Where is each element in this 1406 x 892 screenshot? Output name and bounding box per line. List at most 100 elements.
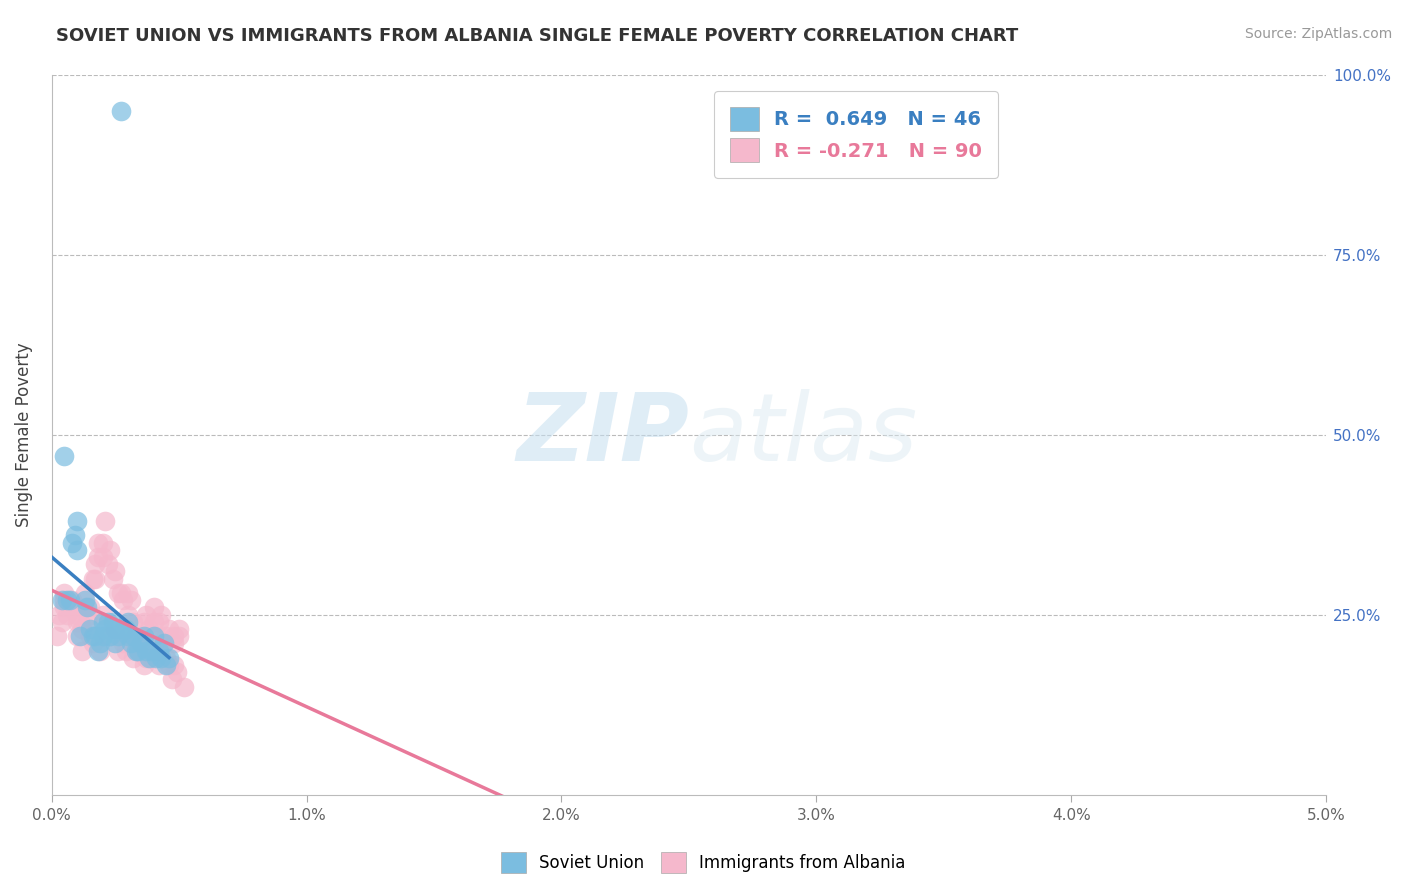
Point [120, 593, 142, 607]
Point [86, 549, 108, 564]
Point [148, 643, 170, 657]
Point [142, 650, 165, 665]
Point [135, 650, 157, 665]
Point [160, 673, 183, 687]
Point [117, 607, 139, 622]
Point [94, 514, 117, 528]
Point [66, 607, 89, 622]
Point [73, 593, 96, 607]
Point [141, 650, 163, 665]
Point [53, 593, 76, 607]
Text: SOVIET UNION VS IMMIGRANTS FROM ALBANIA SINGLE FEMALE POVERTY CORRELATION CHART: SOVIET UNION VS IMMIGRANTS FROM ALBANIA … [56, 27, 1018, 45]
Point [157, 657, 180, 672]
Point [114, 622, 136, 636]
Point [122, 615, 145, 629]
Point [66, 514, 89, 528]
Point [98, 542, 121, 557]
Point [91, 615, 114, 629]
Point [45, 629, 67, 643]
Point [117, 629, 139, 643]
Point [153, 636, 176, 650]
Point [79, 629, 101, 643]
Point [73, 586, 96, 600]
Point [97, 615, 120, 629]
Point [66, 629, 89, 643]
Point [141, 643, 163, 657]
Point [135, 607, 157, 622]
Point [53, 586, 76, 600]
Point [112, 622, 135, 636]
Point [138, 643, 160, 657]
Point [117, 629, 139, 643]
Point [163, 629, 186, 643]
Point [145, 650, 167, 665]
Point [155, 657, 177, 672]
Point [104, 636, 127, 650]
Point [122, 629, 145, 643]
Point [84, 557, 107, 571]
Point [163, 636, 186, 650]
Point [150, 650, 173, 665]
Point [148, 657, 170, 672]
Point [114, 643, 136, 657]
Point [60, 593, 83, 607]
Point [79, 600, 101, 615]
Point [60, 535, 83, 549]
Point [127, 643, 149, 657]
Point [76, 600, 98, 615]
Point [84, 572, 107, 586]
Point [79, 607, 101, 622]
Point [97, 557, 120, 571]
Point [53, 600, 76, 615]
Point [51, 593, 73, 607]
Point [145, 629, 167, 643]
Point [91, 629, 114, 643]
Point [132, 615, 155, 629]
Point [138, 650, 160, 665]
Point [56, 593, 79, 607]
Point [167, 629, 190, 643]
Y-axis label: Single Female Poverty: Single Female Poverty [15, 343, 32, 527]
Point [82, 572, 104, 586]
Point [76, 615, 98, 629]
Text: atlas: atlas [689, 389, 917, 480]
Point [101, 615, 124, 629]
Point [82, 629, 104, 643]
Point [98, 629, 121, 643]
Point [129, 629, 152, 643]
Point [173, 680, 195, 694]
Point [84, 629, 107, 643]
Point [135, 643, 157, 657]
Point [142, 615, 165, 629]
Point [112, 593, 135, 607]
Point [79, 622, 101, 636]
Point [51, 615, 73, 629]
Point [97, 629, 120, 643]
Point [69, 615, 91, 629]
Point [82, 636, 104, 650]
Point [129, 636, 152, 650]
Point [163, 657, 186, 672]
Point [86, 643, 108, 657]
Point [91, 607, 114, 622]
Point [66, 615, 89, 629]
Point [91, 549, 114, 564]
Point [58, 593, 80, 607]
Point [63, 528, 86, 542]
Point [48, 607, 70, 622]
Point [66, 542, 89, 557]
Point [167, 622, 190, 636]
Point [120, 636, 142, 650]
Point [94, 622, 117, 636]
Point [150, 636, 173, 650]
Point [60, 600, 83, 615]
Point [129, 643, 152, 657]
Point [98, 629, 121, 643]
Text: ZIP: ZIP [516, 389, 689, 481]
Point [166, 665, 188, 680]
Point [72, 643, 94, 657]
Point [132, 629, 155, 643]
Point [58, 600, 80, 615]
Point [127, 643, 149, 657]
Point [101, 572, 124, 586]
